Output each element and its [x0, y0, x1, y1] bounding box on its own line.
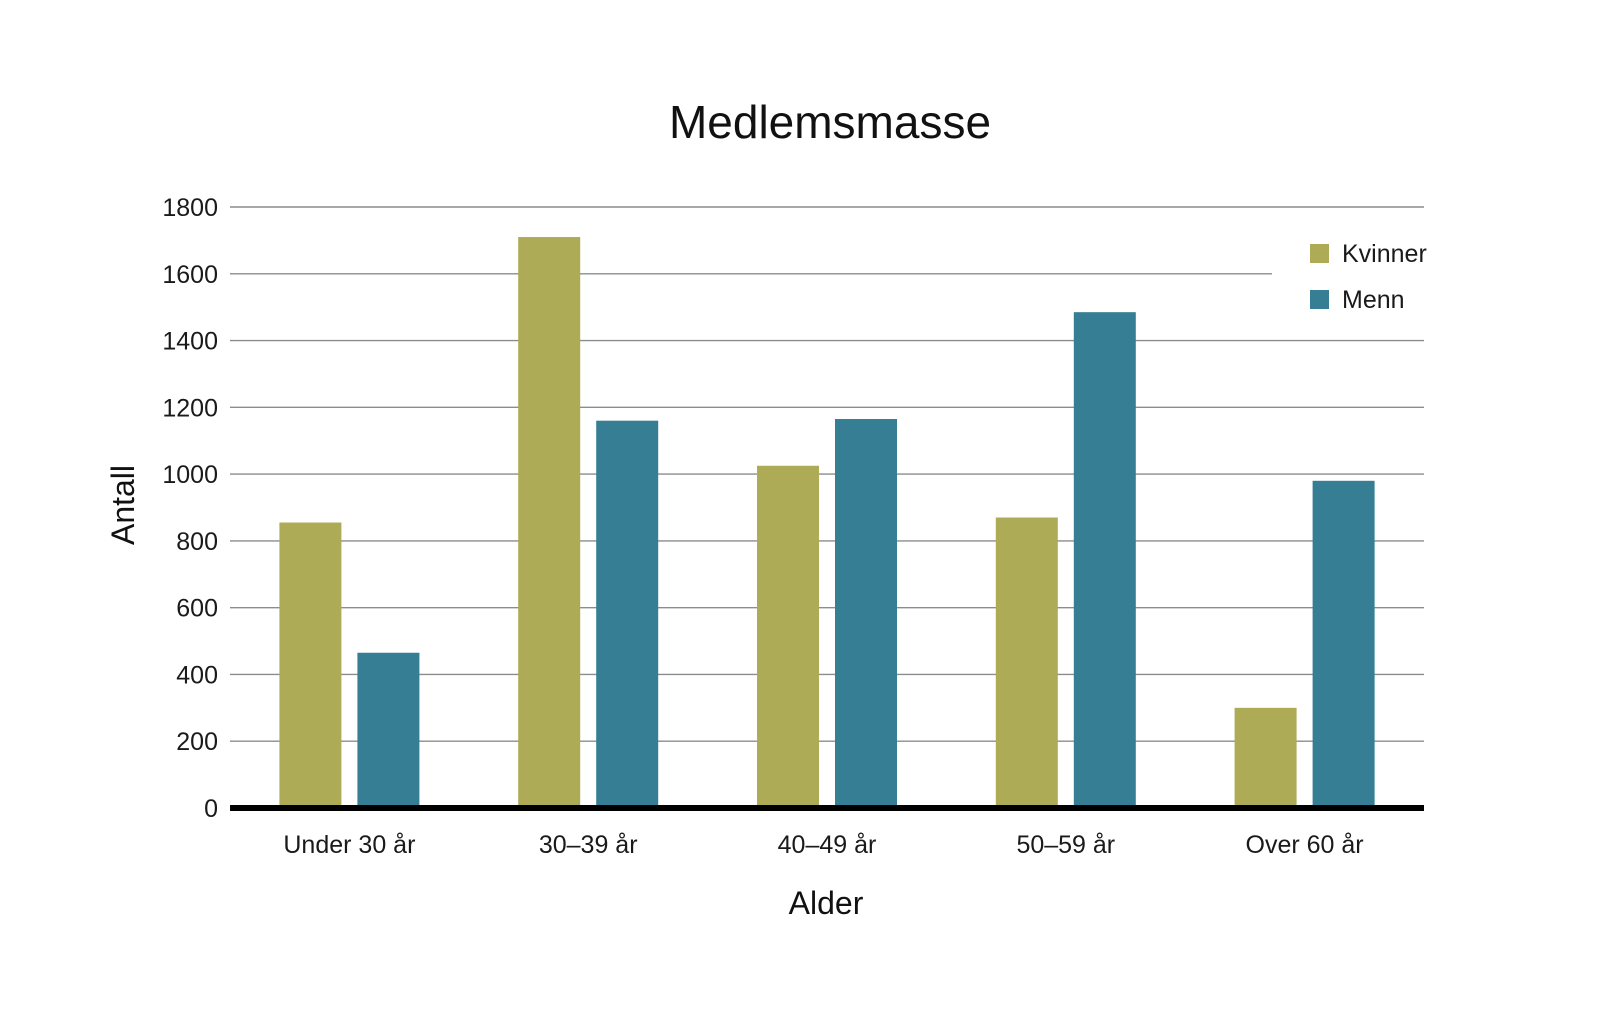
legend-label-kvinner: Kvinner	[1342, 240, 1427, 268]
bar-menn-3	[1073, 312, 1136, 808]
y-tick-label: 1400	[162, 328, 218, 356]
chart-title: Medlemsmasse	[669, 96, 991, 148]
bar-menn-0	[357, 652, 420, 808]
y-tick-label: 600	[176, 595, 218, 623]
bar-kvinner-3	[995, 517, 1058, 808]
bars	[279, 237, 1375, 809]
legend-label-menn: Menn	[1342, 286, 1405, 314]
y-tick-label: 1000	[162, 461, 218, 489]
y-tick-label: 1800	[162, 194, 218, 222]
bar-menn-1	[596, 420, 659, 808]
x-tick-label: Over 60 år	[1246, 831, 1364, 859]
y-tick-label: 1600	[162, 261, 218, 289]
bar-kvinner-0	[279, 522, 342, 808]
legend: Kvinner Menn	[1272, 226, 1448, 320]
y-tick-label: 1200	[162, 394, 218, 422]
bar-menn-2	[835, 419, 897, 808]
y-tick-label: 0	[204, 795, 218, 823]
gridlines	[230, 206, 1424, 742]
x-tick-label: 40–49 år	[778, 831, 877, 859]
y-tick-label: 800	[176, 528, 218, 556]
y-axis-label: Antall	[105, 465, 141, 545]
bar-kvinner-1	[518, 237, 581, 809]
x-tick-label: Under 30 år	[283, 831, 415, 859]
y-axis-ticks: 0 200 400 600 800 1000 1200 1400 1600 1800	[162, 194, 218, 823]
bar-menn-4	[1312, 480, 1375, 808]
legend-swatch-kvinner	[1310, 244, 1329, 263]
x-tick-label: 50–59 år	[1016, 831, 1115, 859]
legend-background	[1272, 226, 1448, 320]
x-axis-ticks: Under 30 år 30–39 år 40–49 år 50–59 år Over …	[283, 831, 1363, 859]
x-axis-label: Alder	[789, 885, 864, 921]
legend-swatch-menn	[1310, 290, 1329, 309]
bar-kvinner-2	[757, 465, 819, 808]
bar-kvinner-4	[1234, 707, 1297, 808]
x-tick-label: 30–39 år	[539, 831, 638, 859]
y-tick-label: 200	[176, 728, 218, 756]
y-tick-label: 400	[176, 661, 218, 689]
